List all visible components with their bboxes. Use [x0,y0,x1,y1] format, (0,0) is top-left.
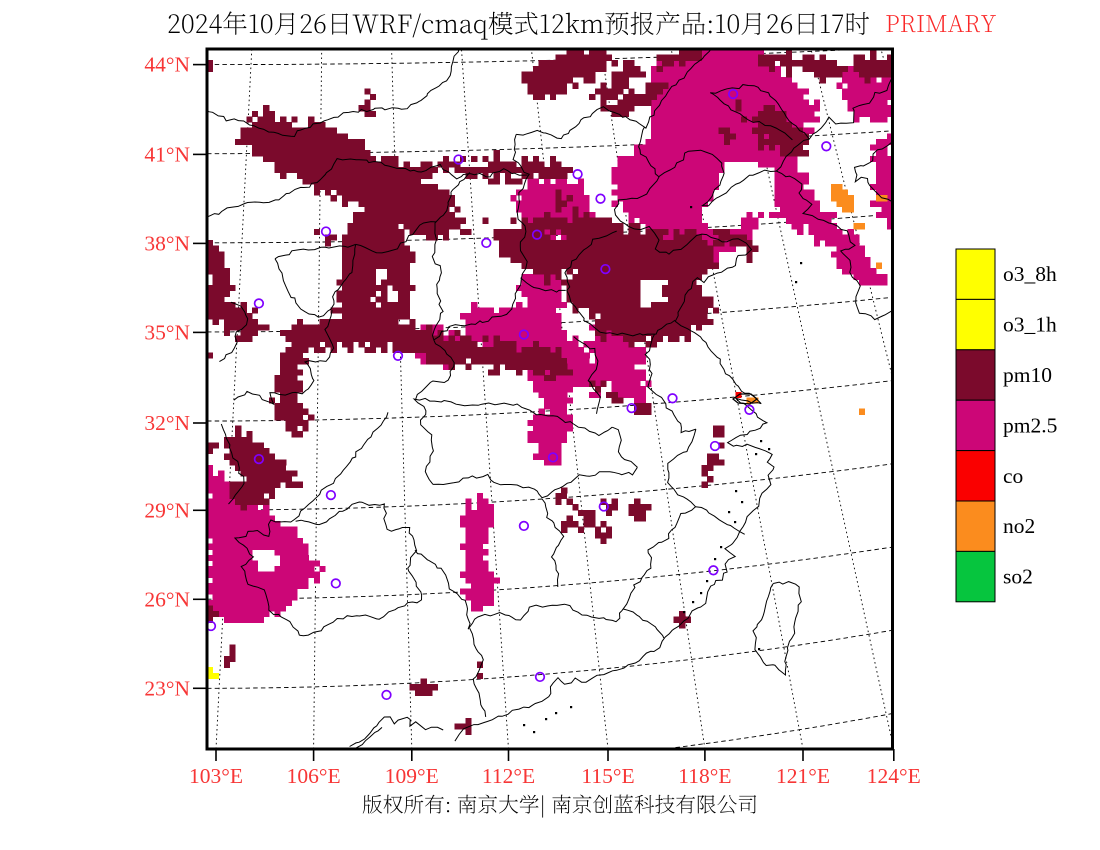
svg-text:124°E: 124°E [867,764,921,788]
svg-text:44°N: 44°N [144,53,190,77]
svg-text:so2: so2 [1003,565,1033,589]
svg-text:35°N: 35°N [144,320,190,344]
svg-text:121°E: 121°E [776,764,830,788]
svg-text:o3_1h: o3_1h [1003,313,1057,337]
svg-text:115°E: 115°E [581,764,634,788]
svg-text:23°N: 23°N [144,676,190,700]
svg-text:pm2.5: pm2.5 [1003,413,1057,437]
svg-text:109°E: 109°E [385,764,439,788]
svg-text:no2: no2 [1003,514,1035,538]
svg-text:26°N: 26°N [144,587,190,611]
svg-text:41°N: 41°N [144,142,190,166]
svg-text:118°E: 118°E [678,764,731,788]
svg-text:o3_8h: o3_8h [1003,262,1057,286]
svg-text:32°N: 32°N [144,411,190,435]
svg-text:112°E: 112°E [482,764,535,788]
svg-text:co: co [1003,464,1023,488]
svg-text:106°E: 106°E [287,764,341,788]
svg-text:38°N: 38°N [144,231,190,255]
svg-text:29°N: 29°N [144,498,190,522]
svg-text:pm10: pm10 [1003,363,1052,387]
svg-text:103°E: 103°E [189,764,243,788]
